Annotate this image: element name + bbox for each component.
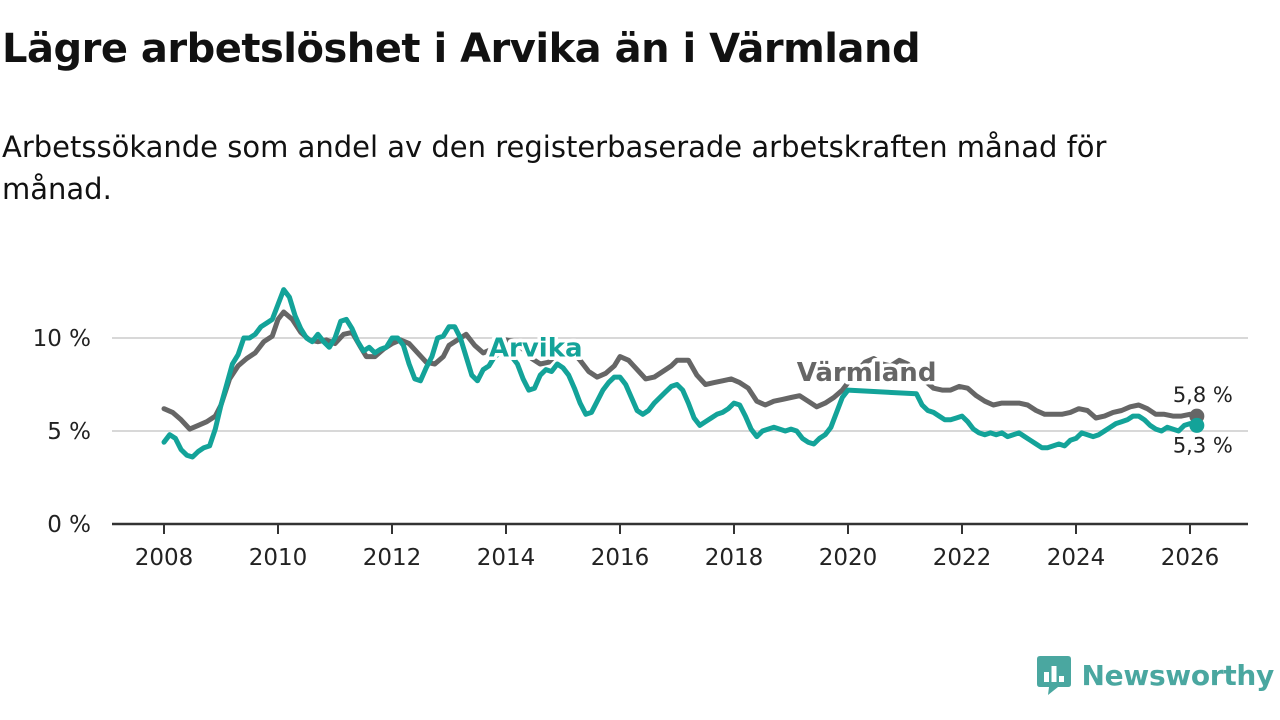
x-tick-label: 2008 xyxy=(135,545,194,571)
chart-title: Lägre arbetslöshet i Arvika än i Värmlan… xyxy=(2,26,921,72)
end-label-arvika: 5,3 % xyxy=(1173,433,1233,457)
series-end-marker xyxy=(1189,417,1205,433)
newsworthy-logo-icon xyxy=(1036,656,1071,695)
x-tick-label: 2020 xyxy=(819,545,878,571)
newsworthy-logo-text: Newsworthy xyxy=(1081,658,1275,692)
series-label-vrmland: Värmland xyxy=(797,358,937,388)
x-tick-label: 2018 xyxy=(705,545,764,571)
x-tick-label: 2022 xyxy=(933,545,992,571)
x-tick-label: 2026 xyxy=(1161,545,1220,571)
line-chart: 0 %5 %10 % 2008 2010 2012 2014 2016 2018 2020 2… xyxy=(33,287,1248,571)
series-label-arvika: Arvika xyxy=(489,334,583,364)
x-tick-label: 2012 xyxy=(363,545,422,571)
end-label-varmland: 5,8 % xyxy=(1173,383,1233,407)
newsworthy-logo: Newsworthy xyxy=(1036,653,1274,697)
y-tick-label: 5 % xyxy=(47,419,91,445)
series-lines xyxy=(161,287,1205,460)
series-labels: 5,8 % 5,3 % Arvika Värmland xyxy=(485,330,1233,457)
x-tick-label: 2010 xyxy=(249,545,308,571)
chart-subtitle: Arbetssökande som andel av den registerb… xyxy=(2,130,1107,206)
series-line-vrmland xyxy=(161,309,1200,432)
x-tick-label: 2024 xyxy=(1047,545,1106,571)
x-axis: 2008 2010 2012 2014 2016 2018 2020 2022 2024 2026 xyxy=(112,522,1248,571)
series-line-arvika xyxy=(161,287,1200,460)
x-tick-label: 2016 xyxy=(591,545,650,571)
y-tick-label: 10 % xyxy=(33,326,91,352)
x-tick-label: 2014 xyxy=(477,545,536,571)
gridlines: 0 % 5 % 10 % xyxy=(33,326,1248,538)
y-tick-label: 0 % xyxy=(47,512,91,538)
